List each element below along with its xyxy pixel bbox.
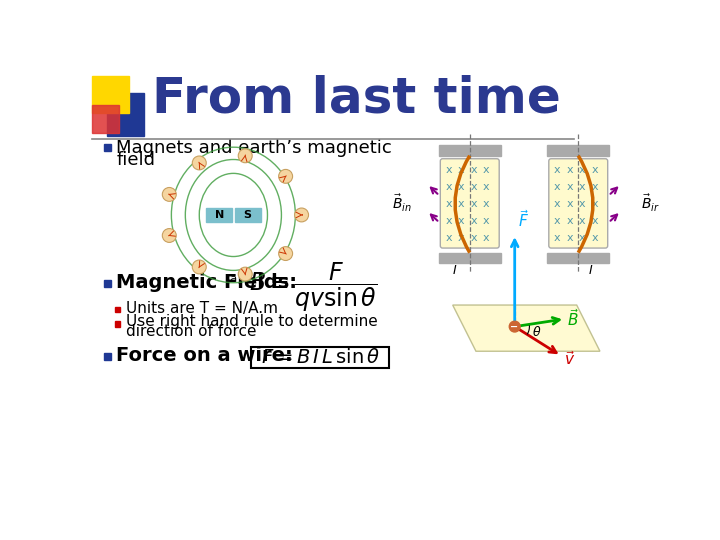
Text: Force on a wire:: Force on a wire: [117,346,293,366]
Bar [91,105,120,132]
Text: x: x [446,182,452,192]
Text: x: x [458,199,464,209]
Circle shape [192,260,206,274]
Bar [438,145,500,156]
Text: $F = B\,I\,L\,\sin\theta$: $F = B\,I\,L\,\sin\theta$ [261,348,380,367]
Bar [107,92,144,136]
Text: N: N [215,210,224,220]
Bar [91,76,129,112]
Text: $\vec{v}$: $\vec{v}$ [564,350,575,368]
Text: $I$: $I$ [588,264,593,277]
Text: Units are T = N/A.m: Units are T = N/A.m [126,301,278,316]
Bar [206,208,232,222]
Bar [104,353,111,360]
Text: x: x [470,182,477,192]
Circle shape [238,149,252,163]
Circle shape [509,321,520,332]
Text: x: x [579,182,585,192]
Text: x: x [579,233,585,243]
Text: x: x [591,165,598,176]
Text: x: x [554,216,561,226]
Text: x: x [591,216,598,226]
Text: field: field [117,151,156,169]
Text: x: x [470,216,477,226]
Text: x: x [446,216,452,226]
Bar [114,307,120,312]
Text: x: x [579,165,585,176]
Text: $B \equiv \dfrac{F}{qv\sin\theta}$: $B \equiv \dfrac{F}{qv\sin\theta}$ [249,261,377,314]
Text: x: x [470,165,477,176]
FancyBboxPatch shape [441,159,499,248]
Text: x: x [591,182,598,192]
Text: x: x [470,233,477,243]
Circle shape [192,156,206,170]
Text: x: x [579,216,585,226]
Text: x: x [482,182,490,192]
Text: x: x [591,233,598,243]
Circle shape [238,267,252,281]
Text: x: x [567,182,573,192]
Text: $\vec{B}_{in}$: $\vec{B}_{in}$ [392,193,412,214]
Polygon shape [453,305,600,351]
Circle shape [294,208,309,222]
Text: x: x [591,199,598,209]
Text: Magnetic Fields:: Magnetic Fields: [117,273,297,292]
Text: x: x [458,165,464,176]
Bar [235,208,261,222]
Text: $\vec{B}$: $\vec{B}$ [567,308,580,329]
Bar [114,321,120,327]
Text: x: x [482,199,490,209]
Text: x: x [458,233,464,243]
Text: direction of force: direction of force [126,325,256,340]
Text: S: S [243,210,251,220]
FancyBboxPatch shape [549,159,608,248]
Text: Magnets and earth’s magnetic: Magnets and earth’s magnetic [117,139,392,157]
Text: x: x [579,199,585,209]
Circle shape [162,228,176,242]
Bar [547,145,609,156]
Circle shape [279,247,292,260]
Text: x: x [446,165,452,176]
Text: x: x [482,233,490,243]
Bar [104,144,111,151]
Text: $\theta$: $\theta$ [532,325,541,339]
Text: x: x [446,233,452,243]
Text: x: x [554,199,561,209]
Text: $\vec{F}$: $\vec{F}$ [518,210,528,231]
Bar [251,347,389,368]
Text: x: x [446,199,452,209]
Text: Use right hand rule to determine: Use right hand rule to determine [126,314,377,329]
Bar [104,280,111,287]
Text: x: x [470,199,477,209]
Text: x: x [554,165,561,176]
Text: From last time: From last time [152,75,561,123]
Text: $\vec{B}_{ir}$: $\vec{B}_{ir}$ [641,193,660,214]
Text: x: x [567,233,573,243]
Bar [438,253,500,264]
Circle shape [162,187,176,201]
Text: x: x [458,216,464,226]
Text: x: x [567,216,573,226]
Text: x: x [554,233,561,243]
Text: x: x [567,165,573,176]
Text: x: x [458,182,464,192]
Text: $I$: $I$ [451,264,457,277]
Text: x: x [554,182,561,192]
Text: x: x [567,199,573,209]
Text: x: x [482,216,490,226]
Text: −: − [510,322,518,332]
Text: (a): (a) [225,274,241,284]
Text: x: x [482,165,490,176]
Bar [547,253,609,264]
Circle shape [279,170,292,183]
